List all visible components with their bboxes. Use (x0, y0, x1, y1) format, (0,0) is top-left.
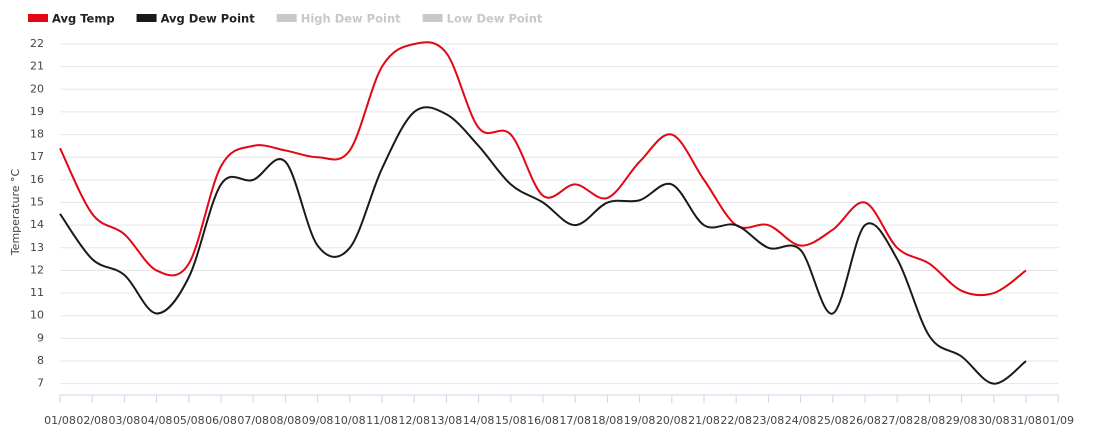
y-tick-label: 20 (30, 82, 44, 95)
y-tick-label: 8 (37, 354, 44, 367)
x-tick-label: 10/08 (334, 414, 366, 427)
x-tick-label: 18/08 (592, 414, 624, 427)
y-tick-label: 13 (30, 241, 44, 254)
x-tick-label: 20/08 (656, 414, 688, 427)
x-tick-label: 31/08 (1010, 414, 1042, 427)
line-series (59, 106, 1027, 385)
x-tick-label: 27/08 (881, 414, 913, 427)
x-tick-label: 17/08 (559, 414, 591, 427)
legend-swatch (136, 14, 157, 22)
y-tick-label: 15 (30, 196, 44, 209)
x-tick-label: 23/08 (753, 414, 785, 427)
legend-entry[interactable]: Low Dew Point (447, 12, 543, 26)
y-tick-label: 12 (30, 263, 44, 276)
x-tick-label: 30/08 (978, 414, 1010, 427)
x-tick-label: 15/08 (495, 414, 527, 427)
x-tick-label: 07/08 (237, 414, 269, 427)
legend-swatch (276, 14, 297, 22)
legend-entry[interactable]: High Dew Point (301, 12, 401, 26)
y-tick-label: 16 (30, 173, 44, 186)
y-axis-label: Temperature °C (9, 169, 22, 257)
x-tick-label: 01/08 (44, 414, 76, 427)
x-tick-label: 24/08 (785, 414, 817, 427)
y-tick-label: 21 (30, 60, 44, 73)
y-tick-label: 17 (30, 150, 44, 163)
y-tick-label: 9 (37, 331, 44, 344)
x-tick-label: 14/08 (463, 414, 495, 427)
x-tick-label: 29/08 (946, 414, 978, 427)
x-tick-label: 04/08 (141, 414, 173, 427)
line-series (59, 41, 1027, 297)
y-tick-label: 19 (30, 105, 44, 118)
x-tick-label: 01/09 (1042, 414, 1074, 427)
x-tick-label: 16/08 (527, 414, 559, 427)
x-tick-label: 25/08 (817, 414, 849, 427)
y-tick-label: 10 (30, 309, 44, 322)
x-tick-label: 02/08 (76, 414, 108, 427)
x-tick-label: 06/08 (205, 414, 237, 427)
legend-entry[interactable]: Avg Temp (52, 12, 115, 26)
x-tick-label: 11/08 (366, 414, 398, 427)
x-tick-label: 03/08 (109, 414, 141, 427)
x-tick-label: 08/08 (270, 414, 302, 427)
x-tick-label: 19/08 (624, 414, 656, 427)
y-tick-label: 18 (30, 128, 44, 141)
x-tick-label: 05/08 (173, 414, 205, 427)
y-tick-label: 22 (30, 37, 44, 50)
y-tick-label: 14 (30, 218, 44, 231)
legend-swatch (422, 14, 443, 22)
x-tick-label: 21/08 (688, 414, 720, 427)
legend-swatch (28, 14, 48, 22)
x-tick-label: 26/08 (849, 414, 881, 427)
y-tick-label: 7 (37, 377, 44, 390)
x-tick-label: 12/08 (398, 414, 430, 427)
x-tick-label: 28/08 (914, 414, 946, 427)
x-tick-label: 13/08 (431, 414, 463, 427)
x-tick-label: 22/08 (720, 414, 752, 427)
x-tick-label: 09/08 (302, 414, 334, 427)
y-tick-label: 11 (30, 286, 44, 299)
legend-entry[interactable]: Avg Dew Point (161, 12, 256, 26)
